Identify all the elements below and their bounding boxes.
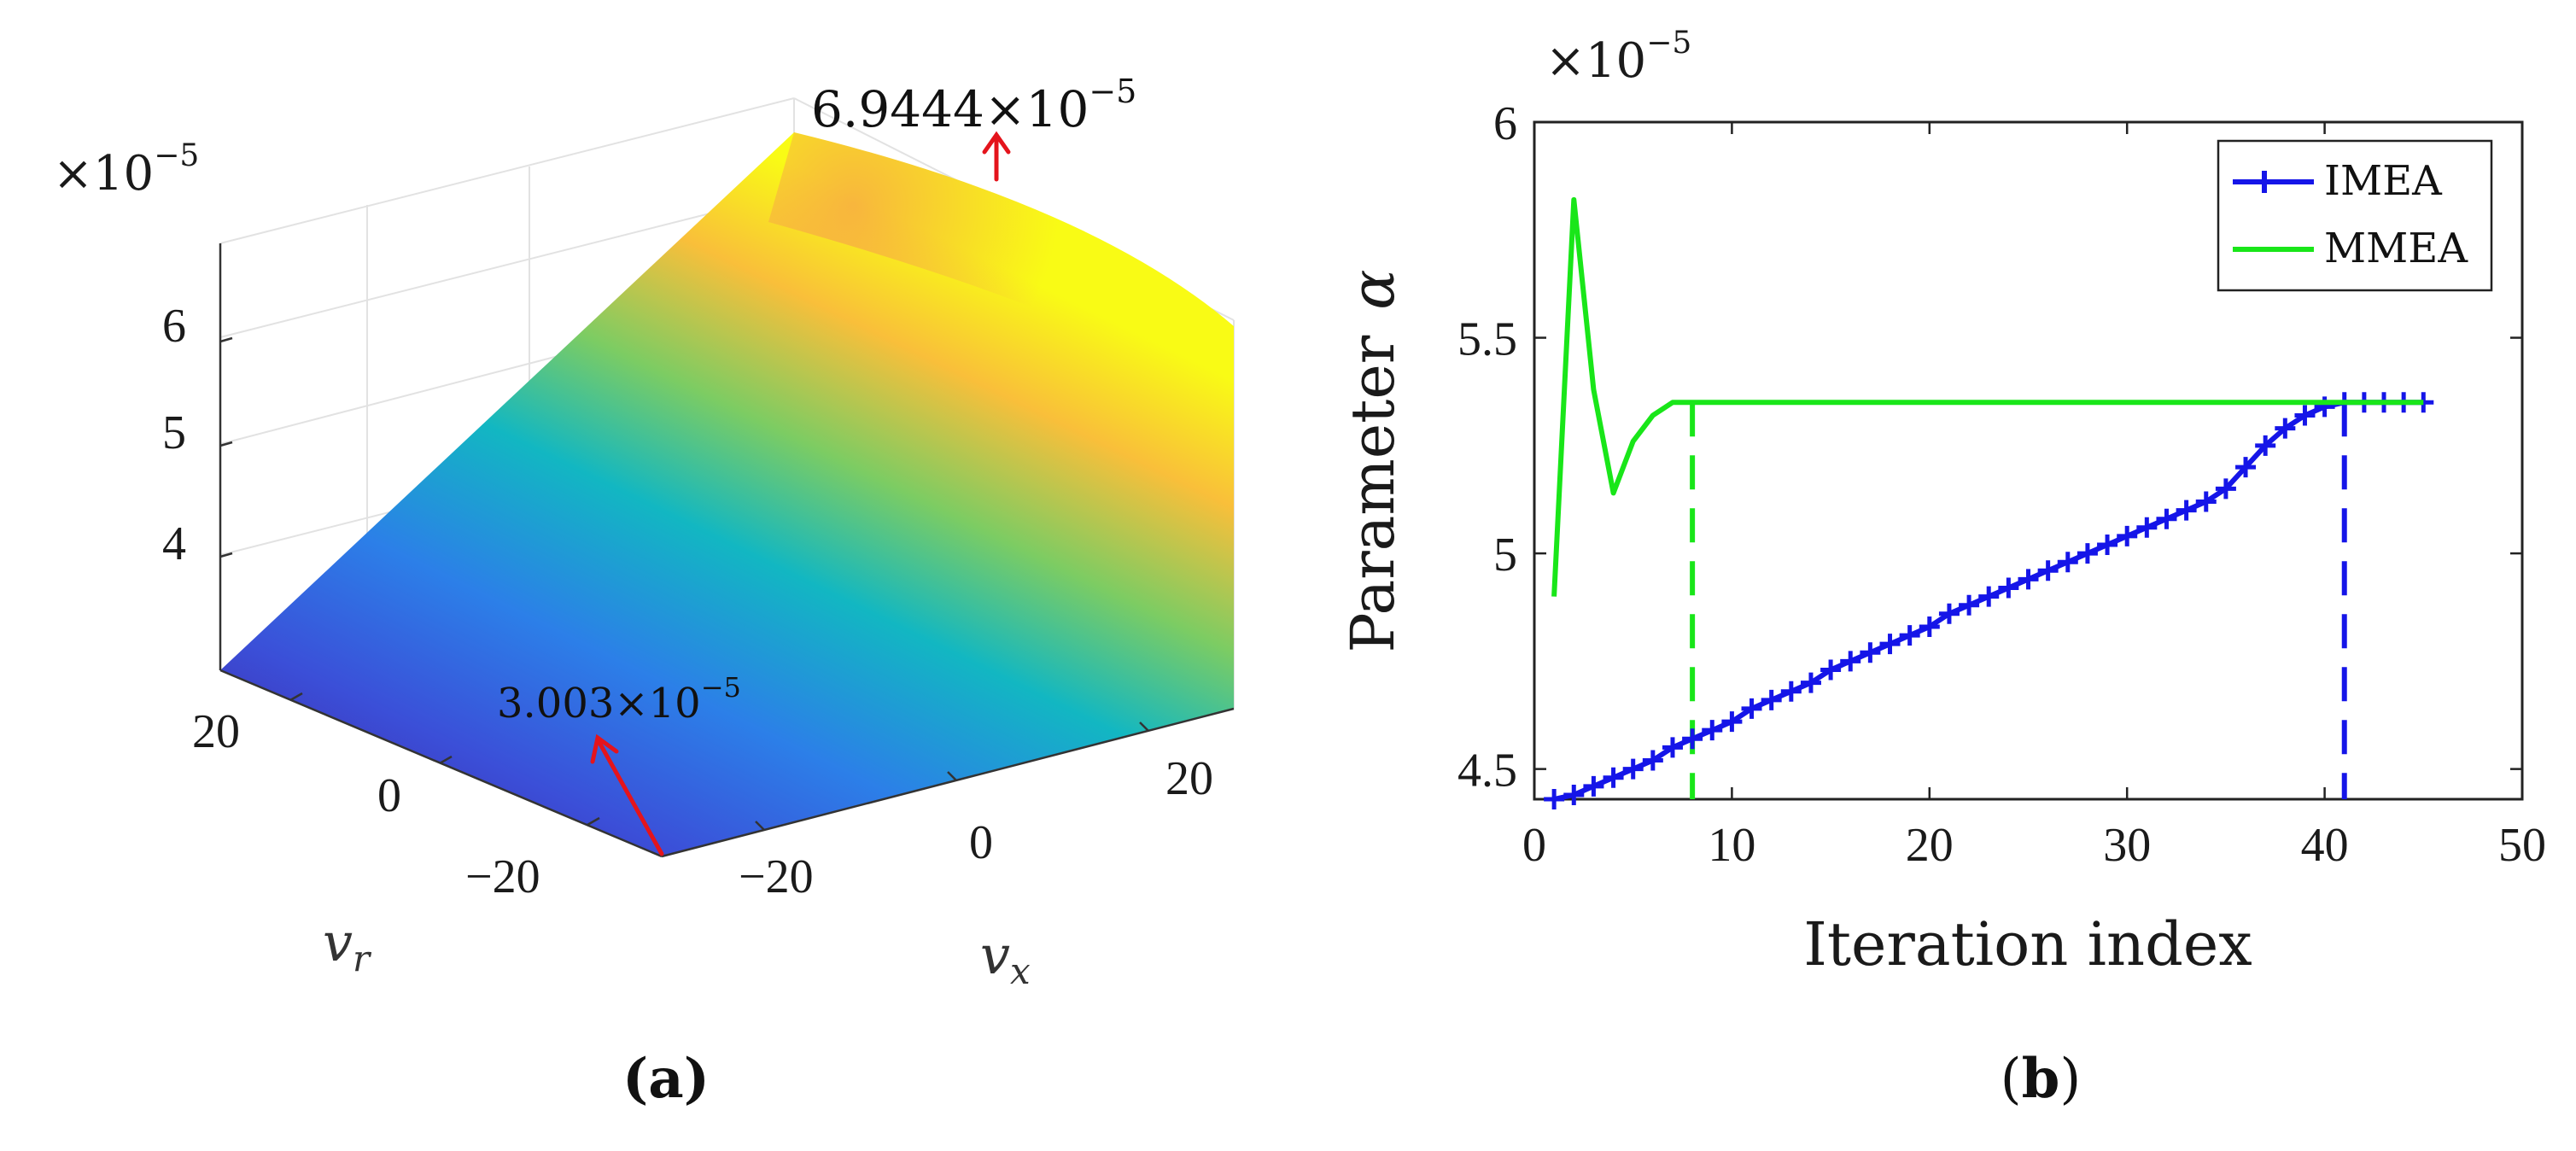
caption-b: (b) xyxy=(2001,1047,2082,1111)
x-tick-label: −20 xyxy=(739,850,814,903)
z-tick-label: 6 xyxy=(162,300,186,353)
data-point-imea xyxy=(2255,435,2276,456)
data-point-imea xyxy=(1682,728,1703,750)
legend-label-imea: IMEA xyxy=(2324,157,2443,205)
r-tick-marks xyxy=(289,692,600,827)
z-tick-label: 4 xyxy=(162,517,186,570)
axis-ticks-b: 0 10 20 30 40 50 4.5 5 5.5 6 xyxy=(1457,97,2546,872)
y-tick-label: 4.5 xyxy=(1457,745,1517,798)
data-point-imea xyxy=(1919,616,1940,637)
min-arrow xyxy=(590,733,664,856)
data-point-imea xyxy=(1938,603,1960,624)
data-point-imea xyxy=(2097,534,2118,555)
data-point-imea xyxy=(1583,775,1604,797)
z-tick-marks xyxy=(219,336,233,558)
data-point-imea xyxy=(1978,586,2000,607)
x-tick-marks xyxy=(755,722,1149,831)
data-point-imea xyxy=(2037,560,2059,581)
y-tick-label: 5.5 xyxy=(1457,313,1517,366)
x-tick-label: 50 xyxy=(2498,819,2546,872)
data-point-imea xyxy=(2235,457,2257,478)
data-point-imea xyxy=(2156,508,2177,529)
x-tick-label: 20 xyxy=(1165,752,1213,805)
legend-box xyxy=(2217,139,2493,292)
data-point-imea xyxy=(1544,789,1565,809)
data-point-imea xyxy=(1642,750,1663,771)
max-arrow xyxy=(982,131,1011,182)
data-point-imea xyxy=(1860,642,1881,663)
r-axis-label: vr xyxy=(323,911,372,979)
data-point-imea xyxy=(2195,491,2217,512)
data-point-imea xyxy=(2117,525,2138,546)
data-point-imea xyxy=(1959,594,1980,616)
surface-mesh xyxy=(220,132,1234,856)
data-point-imea xyxy=(1998,577,2019,599)
x-axis-label: vx xyxy=(980,924,1031,992)
data-point-imea xyxy=(1899,625,1920,646)
legend: IMEA MMEA xyxy=(2217,139,2493,292)
x-tick-label: 20 xyxy=(1906,819,1954,872)
data-point-imea xyxy=(2294,405,2316,426)
data-point-imea xyxy=(2136,517,2158,538)
r-tick-label: 20 xyxy=(192,705,240,758)
x-tick-label: 30 xyxy=(2103,819,2151,872)
data-point-imea xyxy=(2018,569,2039,590)
data-point-imea xyxy=(1603,767,1624,788)
y-exponent-label: ×10−5 xyxy=(1545,26,1691,89)
data-point-imea xyxy=(2275,418,2296,439)
panel-b-line-chart: 0 10 20 30 40 50 4.5 5 5.5 6 ×10−5 Iteration inde… xyxy=(1338,26,2546,979)
legend-marker-imea xyxy=(2253,171,2275,193)
data-point-imea xyxy=(2057,552,2078,573)
y-axis-label-b: Parameterα xyxy=(1338,270,1408,653)
data-point-imea xyxy=(1780,681,1802,702)
data-point-imea xyxy=(1563,784,1585,805)
r-tick-label: −20 xyxy=(465,850,540,903)
x-tick-label: 10 xyxy=(1708,819,1755,872)
data-point-imea xyxy=(1702,720,1723,741)
data-point-imea xyxy=(1800,672,1821,693)
y-tick-label: 6 xyxy=(1493,97,1517,150)
series-line-mmea xyxy=(1551,196,2424,597)
data-point-imea xyxy=(1879,634,1901,655)
caption-a: (a) xyxy=(622,1047,710,1111)
panel-a-surface-plot: ×10−5 6 5 4 20 0 −20 −20 0 20 vr vx 6.94… xyxy=(53,73,1235,992)
data-point-imea xyxy=(2176,500,2197,521)
x-tick-label: 0 xyxy=(969,816,993,869)
x-axis-label-b: Iteration index xyxy=(1803,909,2252,979)
series-group-b xyxy=(1544,196,2434,809)
surface-highlight xyxy=(768,132,1234,401)
data-point-imea xyxy=(1622,758,1644,780)
data-point-imea xyxy=(2215,478,2236,500)
data-point-imea xyxy=(1840,651,1861,672)
z-tick-label: 5 xyxy=(162,406,186,459)
max-annotation: 6.9444×10−5 xyxy=(811,73,1136,138)
x-tick-label: 0 xyxy=(1522,819,1546,872)
y-tick-label: 5 xyxy=(1493,529,1517,581)
r-tick-label: 0 xyxy=(377,769,401,822)
min-annotation: 3.003×10−5 xyxy=(497,671,741,727)
legend-label-mmea: MMEA xyxy=(2324,225,2468,272)
x-tick-label: 40 xyxy=(2301,819,2349,872)
data-point-imea xyxy=(2077,543,2098,564)
data-point-imea xyxy=(1820,659,1842,681)
data-point-imea xyxy=(1741,698,1762,719)
data-point-imea xyxy=(1662,737,1683,758)
z-exponent-label: ×10−5 xyxy=(53,138,199,202)
data-point-imea xyxy=(1721,711,1743,733)
data-point-imea xyxy=(1761,689,1782,710)
